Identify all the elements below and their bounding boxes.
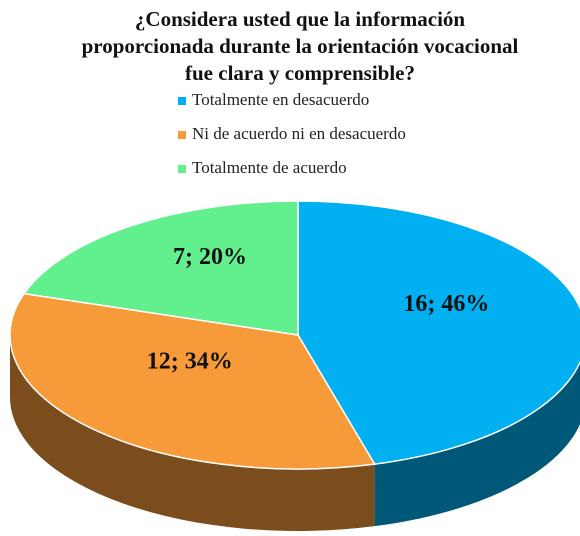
- data-label: 16; 46%: [403, 291, 489, 317]
- chart-title: ¿Considera usted que la información prop…: [81, 7, 519, 85]
- legend-label: Totalmente en desacuerdo: [192, 90, 369, 109]
- legend-label: Totalmente de acuerdo: [192, 158, 347, 177]
- slice-side: [10, 335, 375, 531]
- legend-swatch: [178, 131, 186, 139]
- slice: [22, 200, 299, 336]
- slice-side: [374, 362, 580, 527]
- legend-label: Ni de acuerdo ni en desacuerdo: [192, 124, 406, 143]
- data-label: 12; 34%: [147, 349, 233, 375]
- slice: [9, 292, 376, 470]
- slice: [297, 200, 580, 465]
- data-label: 7; 20%: [173, 244, 247, 270]
- legend-swatch: [178, 165, 186, 173]
- legend-swatch: [178, 97, 186, 105]
